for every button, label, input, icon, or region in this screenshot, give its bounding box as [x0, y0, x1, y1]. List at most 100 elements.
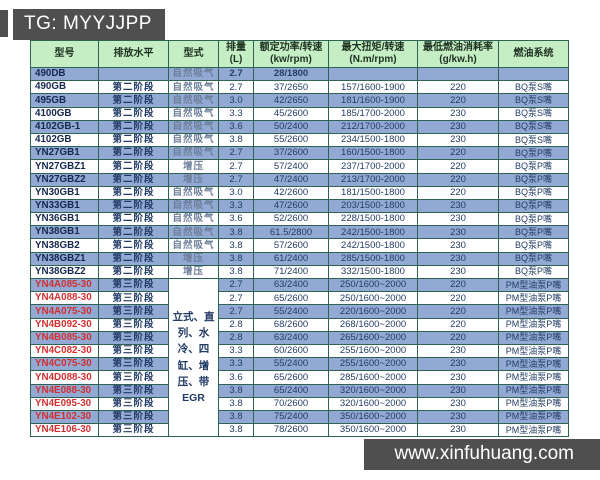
fuel-consumption-cell: 220	[417, 80, 499, 95]
fuel-system-cell: BQ泵P嘴	[498, 172, 569, 187]
max-torque-cell: 220/1600~2000	[328, 304, 418, 319]
engine-type-cell: 自然吸气	[168, 198, 219, 214]
max-torque-cell: 242/1500-1800	[328, 225, 418, 240]
rated-power-cell: 47/2400	[253, 172, 329, 187]
engine-type-cell: 自然吸气	[168, 225, 219, 240]
fuel-consumption-cell: 220	[417, 330, 499, 345]
rated-power-cell: 45/2600	[253, 106, 329, 121]
displacement-cell: 3.3	[218, 343, 254, 359]
rated-power-cell: 78/2600	[253, 423, 329, 438]
table-row: YN4D088-30 第三阶段 3.6 65/2600 285/1600~2000 230…	[30, 370, 569, 385]
engine-type-cell: 自然吸气	[168, 132, 219, 148]
fuel-consumption-cell: 230	[417, 383, 499, 398]
engine-type-cell: 自然吸气	[168, 212, 219, 227]
fuel-consumption-cell: 230	[417, 396, 499, 411]
displacement-cell: 2.7	[218, 80, 254, 95]
engine-type-cell: 增压	[168, 172, 219, 187]
rated-power-cell: 52/2600	[253, 212, 329, 227]
fuel-system-cell: PM型油泵P嘴	[498, 317, 569, 332]
emission-level-cell: 第二阶段	[98, 251, 169, 266]
emission-level-cell: 第二阶段	[98, 212, 169, 227]
model-cell: YN38GB2	[30, 238, 99, 253]
header-row: 型号 排放水平 型式 排量 (L) 额定功率/转速 (kw/rpm) 最大扭矩/…	[30, 40, 569, 68]
fuel-consumption-cell: 230	[417, 119, 499, 134]
displacement-cell: 2.7	[218, 146, 254, 161]
max-torque-cell: 181/1500-1800	[328, 185, 418, 200]
fuel-system-cell: BQ泵S嘴	[498, 106, 569, 121]
table-row: YN36GB1 第二阶段 自然吸气 3.6 52/2600 228/1500-1800 23…	[30, 212, 569, 227]
engine-type-cell: 增压	[168, 264, 219, 280]
model-cell: YN4D088-30	[30, 370, 99, 385]
fuel-consumption-cell: 230	[417, 343, 499, 359]
fuel-consumption-cell: 220	[417, 291, 499, 306]
model-cell: YN38GBZ2	[30, 264, 99, 280]
column-header-rated-power: 额定功率/转速 (kw/rpm)	[253, 40, 329, 68]
fuel-system-cell: PM型油泵P嘴	[498, 409, 569, 425]
emission-level-cell: 第三阶段	[98, 291, 169, 306]
table-row: YN27GB1 第二阶段 自然吸气 2.7 37/2600 160/1500-1800 22…	[30, 146, 569, 161]
table-row: YN4A085-30 第三阶段 立式、直列、水冷、四缸、增压、带EGR 2.7 63/2…	[30, 277, 569, 438]
column-header-engine-type: 型式	[168, 40, 219, 68]
model-cell: 4102GB-1	[30, 119, 99, 134]
rated-power-cell: 61.5/2800	[253, 225, 329, 240]
table-row: YN4B085-30 第三阶段 2.8 63/2400 265/1600~2000 220…	[30, 330, 569, 345]
max-torque-cell: 320/1600~2000	[328, 383, 418, 398]
table-row: YN38GBZ2 第二阶段 增压 3.8 71/2400 332/1500-1800 230…	[30, 264, 569, 280]
displacement-cell: 2.7	[218, 66, 254, 82]
fuel-consumption-cell: 230	[417, 264, 499, 280]
max-torque-cell: 181/1600-1900	[328, 93, 418, 108]
rated-power-cell: 75/2400	[253, 409, 329, 425]
emission-level-cell: 第二阶段	[98, 172, 169, 187]
table-row: 490GB 第二阶段 自然吸气 2.7 37/2650 157/1600-1900 220 B…	[30, 80, 569, 95]
max-torque-cell: 242/1500-1800	[328, 238, 418, 253]
fuel-system-cell: PM型油泵P嘴	[498, 343, 569, 359]
table-row: YN4A075-30 第三阶段 2.7 55/2400 220/1600~2000 220…	[30, 304, 569, 319]
rated-power-cell: 65/2600	[253, 291, 329, 306]
model-cell: YN38GBZ1	[30, 251, 99, 266]
rated-power-cell: 55/2400	[253, 304, 329, 319]
model-cell: 490GB	[30, 80, 99, 95]
max-torque-cell: 332/1500-1800	[328, 264, 418, 280]
fuel-system-cell: BQ泵S嘴	[498, 80, 569, 95]
table-row: YN30GB1 第二阶段 自然吸气 3.0 42/2600 181/1500-1800 22…	[30, 185, 569, 200]
model-cell: 4102GB	[30, 132, 99, 148]
max-torque-cell: 285/1600~2000	[328, 370, 418, 385]
displacement-cell: 3.3	[218, 198, 254, 214]
fuel-consumption-cell: 230	[417, 409, 499, 425]
fuel-consumption-cell: 220	[417, 317, 499, 332]
fuel-system-cell: PM型油泵P嘴	[498, 304, 569, 319]
table-row: 4100GB 第二阶段 自然吸气 3.3 45/2600 185/1700-2000 230…	[30, 106, 569, 121]
displacement-cell: 3.8	[218, 264, 254, 280]
rated-power-cell: 50/2400	[253, 119, 329, 134]
table-row: YN4C082-30 第三阶段 3.3 60/2600 255/1600~2000 230…	[30, 343, 569, 359]
table-row: YN4E088-30 第三阶段 3.8 65/2400 320/1600~2000 230…	[30, 383, 569, 398]
emission-level-cell: 第二阶段	[98, 80, 169, 95]
displacement-cell: 3.3	[218, 106, 254, 121]
table-row: YN27GBZ1 第二阶段 增压 2.7 57/2400 237/1700-2000 220…	[30, 159, 569, 174]
model-cell: 4100GB	[30, 106, 99, 121]
fuel-system-cell: BQ泵S嘴	[498, 132, 569, 148]
engine-type-cell: 自然吸气	[168, 93, 219, 108]
table-row: YN27GBZ2 第二阶段 增压 2.7 47/2400 213/1700-2000 220…	[30, 172, 569, 187]
fuel-consumption-cell: 230	[417, 238, 499, 253]
model-cell: YN4E088-30	[30, 383, 99, 398]
table-row: YN38GB1 第二阶段 自然吸气 3.8 61.5/2800 242/1500-1800…	[30, 225, 569, 240]
max-torque-cell: 255/1600~2000	[328, 357, 418, 372]
fuel-consumption-cell: 220	[417, 146, 499, 161]
fuel-consumption-cell: 230	[417, 423, 499, 438]
fuel-system-cell: BQ泵P嘴	[498, 159, 569, 174]
fuel-system-cell: PM型油泵P嘴	[498, 423, 569, 438]
fuel-consumption-cell: 220	[417, 159, 499, 174]
emission-level-cell: 第二阶段	[98, 264, 169, 280]
emission-level-cell: 第三阶段	[98, 343, 169, 359]
fuel-consumption-cell: 230	[417, 198, 499, 214]
engine-type-merged-cell: 立式、直列、水冷、四缸、增压、带EGR	[168, 277, 219, 438]
displacement-cell: 3.6	[218, 370, 254, 385]
displacement-cell: 3.8	[218, 225, 254, 240]
displacement-cell: 3.6	[218, 212, 254, 227]
fuel-system-cell: BQ泵P嘴	[498, 251, 569, 266]
fuel-consumption-cell	[417, 66, 499, 82]
rated-power-cell: 57/2600	[253, 238, 329, 253]
model-cell: YN27GBZ1	[30, 159, 99, 174]
fuel-system-cell: BQ泵P嘴	[498, 225, 569, 240]
